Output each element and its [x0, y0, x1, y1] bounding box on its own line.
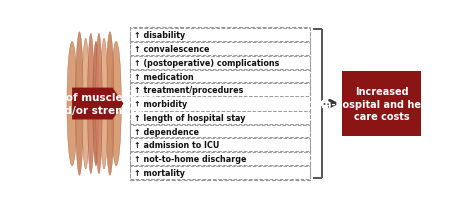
Text: ↑ dependence: ↑ dependence [134, 127, 199, 136]
FancyBboxPatch shape [342, 71, 421, 137]
Polygon shape [72, 88, 124, 120]
Text: ↑ disability: ↑ disability [134, 31, 185, 40]
Text: ↑ medication: ↑ medication [134, 72, 193, 81]
Ellipse shape [111, 42, 121, 166]
Text: ↑ treatment/procedures: ↑ treatment/procedures [134, 86, 243, 95]
Text: ↑ not-to-home discharge: ↑ not-to-home discharge [134, 154, 246, 163]
Ellipse shape [82, 39, 90, 169]
Text: Loss of muscle mass
and/or strength: Loss of muscle mass and/or strength [36, 93, 156, 115]
Ellipse shape [100, 39, 108, 169]
Text: ↑ length of hospital stay: ↑ length of hospital stay [134, 113, 246, 122]
Text: ↑ mortality: ↑ mortality [134, 168, 185, 177]
Text: ↑ (postoperative) complications: ↑ (postoperative) complications [134, 59, 279, 67]
Text: ↑ admission to ICU: ↑ admission to ICU [134, 141, 219, 150]
Ellipse shape [106, 33, 114, 176]
Ellipse shape [75, 33, 83, 176]
Text: ↑ morbidity: ↑ morbidity [134, 99, 187, 109]
Ellipse shape [67, 42, 77, 166]
Ellipse shape [93, 42, 99, 166]
Ellipse shape [88, 34, 94, 174]
Text: Increased
in-hospital and health
care costs: Increased in-hospital and health care co… [321, 86, 442, 122]
Text: ↑ convalescence: ↑ convalescence [134, 45, 210, 54]
Ellipse shape [96, 34, 102, 174]
